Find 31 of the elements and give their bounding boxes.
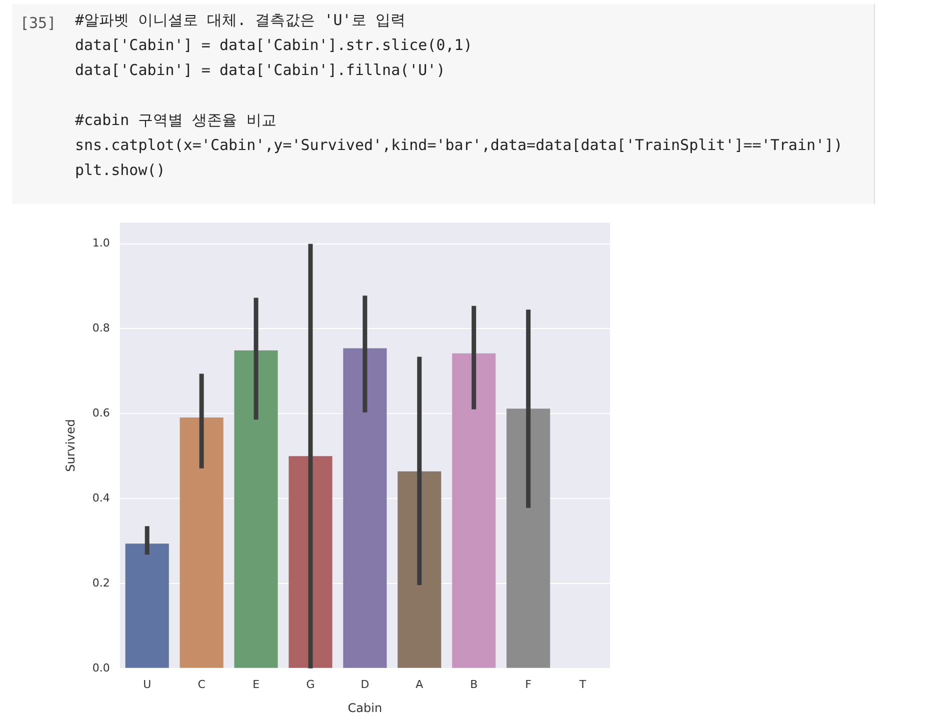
bar (398, 471, 442, 668)
y-tick-label: 1.0 (92, 236, 110, 250)
bar (180, 417, 224, 668)
bar (452, 353, 496, 668)
x-tick-label: G (306, 678, 315, 691)
bar (234, 350, 278, 668)
y-tick-label: 0.4 (92, 491, 110, 504)
x-tick-label: D (360, 678, 370, 691)
x-tick-label: U (143, 678, 152, 691)
x-tick-label: C (198, 678, 206, 691)
y-tick-label: 0.8 (92, 322, 110, 335)
text: #알파벳 이니셜로 대체. 결측값은 'U'로 입력 (75, 10, 406, 31)
y-tick-label: 0.2 (92, 576, 110, 590)
x-tick-label: T (578, 678, 586, 691)
x-tick-label: A (416, 678, 424, 691)
text: sns.catplot(x='Cabin',y='Survived',kind='bar',data=data[data['TrainSplit']=='Train']) (75, 135, 843, 156)
x-tick-label: F (525, 678, 532, 691)
text: #cabin 구역별 생존율 비교 (75, 110, 278, 131)
bar (343, 348, 387, 668)
text: data['Cabin'] = data['Cabin'].str.slice(0,1) (75, 35, 474, 56)
text: data['Cabin'] = data['Cabin'].fillna('U') (75, 60, 446, 81)
x-tick-label: B (470, 678, 478, 691)
x-axis-title: Cabin (348, 700, 382, 715)
y-tick-label: 0.0 (92, 661, 110, 674)
text: plt.show() (75, 160, 166, 181)
y-tick-label: 0.6 (92, 406, 110, 420)
x-tick-label: E (252, 678, 260, 691)
y-axis-title: Survived (63, 419, 78, 472)
bar (506, 408, 550, 668)
text: [35] (20, 14, 56, 32)
bar (125, 544, 169, 668)
